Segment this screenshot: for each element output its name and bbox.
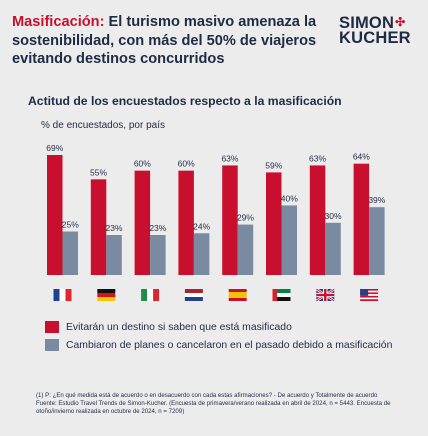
logo-line1: SIMON [339,14,395,32]
flag-part [228,298,247,301]
data-label-avoid-5: 59% [265,160,282,170]
page-title: Masificación: El turismo masivo amenaza … [12,13,342,69]
data-label-changed-3: 24% [193,221,210,231]
flag-part [360,299,379,301]
flag-part [65,289,72,301]
flag-part [360,297,379,300]
flag-part [184,293,203,297]
flag-part [316,293,335,297]
flag-part [184,289,203,293]
bar-changed-2 [150,235,166,275]
legend-item-avoid: Evitarán un destino si saben que está ma… [45,320,392,334]
title-accent: Masificación: [12,14,105,30]
bar-avoid-4 [222,165,238,275]
data-label-changed-0: 25% [62,220,79,230]
flag-part [360,289,369,296]
bar-avoid-5 [266,172,282,275]
data-label-avoid-2: 60% [134,159,151,169]
data-label-changed-4: 29% [237,213,254,223]
bar-changed-4 [237,224,254,275]
legend-swatch-slate [45,339,59,351]
flag-spain-icon [228,289,247,301]
data-label-changed-5: 40% [281,193,298,203]
flag-france-icon [53,289,72,301]
chart-header: Masificación: El turismo masivo amenaza … [12,13,342,69]
footnote-source: Fuente: Estudio Travel Trends de Simon-K… [36,400,391,415]
flag-part [360,294,379,296]
data-label-changed-6: 30% [325,211,342,221]
bar-avoid-0 [47,155,63,275]
legend-item-changed: Cambiaron de planes o cancelaron en el p… [45,338,392,352]
flag-part [97,297,116,301]
flag-part [360,289,379,291]
flag-part [147,289,154,301]
flag-uae-icon [272,289,291,301]
flag-part [97,289,116,293]
legend-label-avoid: Evitarán un destino si saben que está ma… [66,321,292,333]
flag-uk-icon [315,288,335,302]
data-label-avoid-0: 69% [46,143,63,153]
data-label-avoid-6: 63% [309,153,326,163]
flag-part [360,290,379,293]
flag-italy-icon [141,289,160,301]
y-axis-label: % de encuestados, por país [41,120,165,131]
flag-part [272,289,277,301]
data-label-changed-2: 23% [149,223,166,233]
bar-avoid-2 [134,170,151,275]
bar-changed-6 [325,222,341,275]
flag-part [97,293,116,297]
flag-part [59,289,66,301]
bar-changed-7 [369,207,385,275]
flag-part [360,292,379,295]
legend-label-changed: Cambiaron de planes o cancelaron en el p… [66,339,393,351]
footnote: (1) P: ¿En qué medida está de acuerdo o … [36,392,416,416]
bar-avoid-1 [90,179,107,275]
flag-usa-icon [360,289,379,301]
data-label-changed-1: 23% [106,223,123,233]
chart-legend: Evitarán un destino si saben que está ma… [45,320,392,356]
bar-changed-5 [281,205,297,275]
bar-changed-1 [106,235,122,275]
flag-part [272,293,291,297]
bar-changed-0 [62,231,78,275]
logo-line2: KUCHER [339,29,411,47]
data-label-avoid-4: 63% [221,153,238,163]
flag-part [272,297,291,301]
flag-part [228,292,247,298]
flag-part [141,289,148,301]
flag-part [360,295,379,298]
flag-germany-icon [97,289,116,301]
simon-kucher-logo: SIMON✣ KUCHER [339,14,419,47]
legend-swatch-red [45,321,59,333]
flag-part [228,289,247,292]
footnote-question: (1) P: ¿En qué medida está de acuerdo o … [36,392,378,399]
data-label-avoid-7: 64% [353,152,370,162]
bar-avoid-7 [353,163,370,275]
bar-avoid-6 [309,165,326,275]
bar-avoid-3 [178,170,194,275]
data-label-changed-7: 39% [368,195,385,205]
data-label-avoid-1: 55% [90,167,107,177]
logo-mark-icon: ✣ [395,15,406,29]
flag-netherlands-icon [184,289,203,301]
flag-part [53,289,60,301]
title-rest: El turismo masivo amenaza la sostenibili… [12,14,317,67]
flag-part [153,289,160,301]
flag-part [272,289,291,293]
chart-title: Actitud de los encuestados respecto a la… [28,94,342,108]
flag-part [184,297,203,301]
data-label-avoid-3: 60% [178,159,195,169]
bar-changed-3 [193,233,210,275]
